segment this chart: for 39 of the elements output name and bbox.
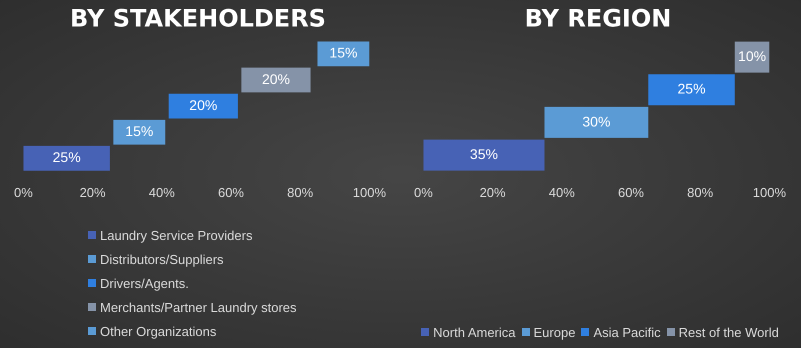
data-label: 10%: [738, 48, 766, 64]
bar: [23, 146, 110, 171]
bar: [648, 74, 735, 106]
text: Distributors/Suppliers: [100, 252, 224, 266]
bar: [423, 140, 544, 171]
data-label: 25%: [678, 80, 706, 97]
bar: [168, 94, 238, 119]
chart-title: BY REGION: [524, 4, 672, 33]
data-label: 20%: [189, 96, 218, 113]
data-label: 25%: [52, 149, 81, 166]
data-label: 35%: [470, 146, 498, 162]
text: Merchants/Partner Laundry stores: [100, 300, 297, 314]
x-tick-label: 40%: [148, 184, 176, 200]
bar: [317, 41, 370, 66]
x-tick-label: 80%: [287, 184, 314, 200]
bar: [241, 68, 311, 92]
bar: [544, 106, 648, 138]
text: Drivers/Agents.: [100, 276, 189, 290]
x-tick-label: 80%: [687, 184, 714, 200]
x-tick-label: 60%: [218, 184, 244, 200]
chart-title: BY STAKEHOLDERS: [70, 4, 326, 33]
text: North America: [433, 324, 516, 340]
data-label: 15%: [329, 44, 358, 61]
x-tick-label: 100%: [752, 184, 786, 200]
x-tick-label: 60%: [618, 184, 644, 200]
text: Asia Pacific: [593, 324, 661, 340]
data-label: 30%: [582, 113, 610, 130]
x-tick-label: 100%: [352, 184, 386, 200]
text: Laundry Service Providers: [100, 228, 252, 242]
x-tick-label: 20%: [480, 184, 506, 200]
x-tick-label: 0%: [14, 184, 34, 200]
x-tick-label: 40%: [548, 184, 576, 200]
x-tick-label: 0%: [414, 184, 434, 200]
text: Other Organizations: [100, 324, 216, 338]
text: Rest of the World: [678, 324, 779, 340]
data-label: 15%: [125, 123, 154, 140]
x-tick-label: 20%: [80, 184, 106, 200]
text: Europe: [534, 324, 576, 340]
data-label: 20%: [262, 70, 290, 87]
